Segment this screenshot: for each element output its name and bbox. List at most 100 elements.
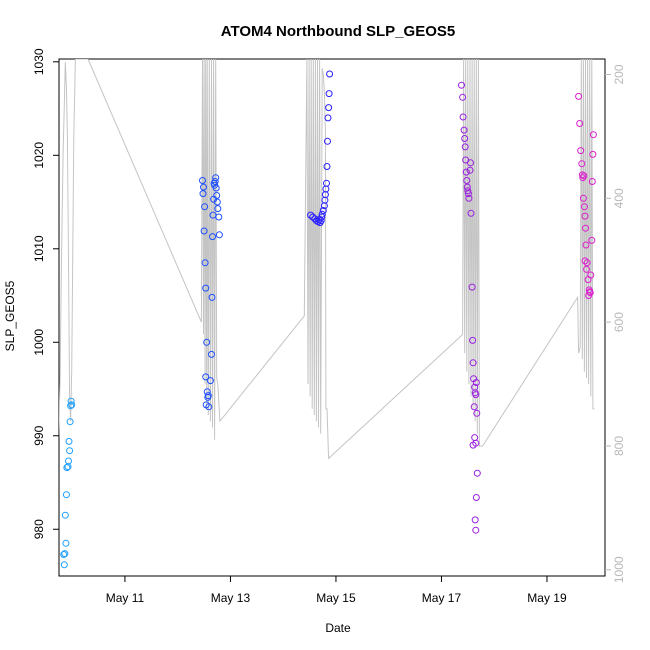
- data-point: [580, 172, 588, 180]
- data-point: [468, 283, 476, 291]
- y-tick-label: 980: [32, 519, 46, 539]
- y-axis-left: 980 990 1000 1010 1020 1030: [32, 48, 59, 539]
- data-point: [206, 377, 214, 385]
- data-point: [65, 437, 73, 445]
- data-point: [459, 113, 467, 121]
- data-point: [201, 259, 209, 267]
- y-axis-right: 200 400 600 800 1000: [605, 64, 626, 583]
- data-point: [214, 205, 222, 213]
- data-point: [586, 288, 594, 296]
- data-point: [199, 190, 207, 198]
- data-point: [317, 217, 325, 225]
- data-point: [575, 92, 583, 100]
- data-point: [321, 196, 329, 204]
- data-point: [580, 203, 588, 211]
- data-point: [577, 147, 585, 155]
- data-point: [469, 441, 477, 449]
- data-point: [463, 183, 471, 191]
- data-point: [62, 539, 70, 547]
- y-tick-label: 1000: [32, 329, 46, 356]
- series-1: [60, 397, 76, 569]
- data-point: [199, 177, 206, 184]
- right-tick-label: 800: [612, 436, 626, 456]
- data-point: [213, 192, 221, 199]
- data-point: [463, 177, 471, 184]
- chart-title: ATOM4 Northbound SLP_GEOS5: [221, 23, 455, 40]
- x-axis-label: Date: [325, 621, 351, 635]
- data-point: [200, 183, 207, 191]
- data-point: [203, 338, 211, 346]
- data-point: [209, 233, 216, 241]
- data-point: [309, 213, 317, 221]
- data-point: [66, 447, 74, 455]
- data-point: [583, 259, 591, 267]
- data-point: [581, 257, 589, 265]
- data-point: [473, 469, 481, 477]
- data-point: [60, 561, 68, 569]
- pressure-trace-line: [59, 59, 595, 460]
- data-point: [204, 393, 212, 401]
- data-point: [585, 292, 593, 299]
- data-point: [588, 236, 596, 244]
- data-point: [213, 198, 221, 206]
- data-point: [462, 168, 470, 176]
- data-point: [458, 81, 465, 89]
- data-point: [471, 516, 479, 524]
- data-point: [323, 179, 330, 187]
- right-tick-label: 600: [612, 312, 626, 332]
- data-point: [581, 212, 589, 220]
- data-point: [307, 211, 315, 219]
- data-point: [324, 114, 332, 122]
- data-point: [324, 137, 331, 145]
- data-point: [589, 150, 597, 158]
- pressure-trace-layer: [59, 59, 595, 460]
- x-tick-label: May 13: [211, 591, 251, 605]
- data-point: [467, 159, 474, 167]
- data-point: [472, 391, 480, 399]
- data-point: [61, 550, 69, 558]
- right-tick-label: 400: [612, 188, 626, 208]
- data-point: [588, 178, 596, 185]
- plot-frame: [58, 58, 606, 577]
- data-point: [66, 418, 74, 426]
- data-point: [466, 166, 474, 174]
- data-point: [62, 491, 70, 499]
- data-point: [582, 224, 589, 232]
- x-tick-label: May 11: [106, 591, 145, 605]
- data-point: [587, 271, 595, 279]
- right-tick-label: 1000: [612, 556, 626, 583]
- data-point: [472, 379, 480, 386]
- data-point: [202, 284, 210, 292]
- y-tick-label: 1010: [32, 235, 46, 262]
- data-point: [469, 336, 477, 344]
- data-point: [201, 203, 209, 211]
- data-point: [326, 70, 334, 78]
- series-3: [307, 70, 334, 227]
- data-point: [583, 265, 590, 273]
- data-point: [464, 187, 472, 195]
- x-tick-label: May 15: [316, 591, 356, 605]
- data-point: [459, 93, 467, 101]
- y-axis-label: SLP_GEOS5: [3, 280, 17, 351]
- data-point: [579, 194, 587, 202]
- data-point: [576, 120, 584, 127]
- points-layer: [60, 70, 597, 569]
- series-5: [575, 92, 597, 299]
- data-point: [202, 373, 210, 381]
- data-point: [582, 241, 590, 249]
- data-point: [460, 126, 468, 134]
- data-point: [589, 131, 597, 139]
- data-point: [578, 160, 586, 168]
- data-point: [579, 174, 587, 182]
- data-point: [470, 403, 478, 411]
- y-tick-label: 990: [32, 425, 46, 445]
- data-point: [208, 293, 216, 301]
- data-point: [323, 163, 331, 170]
- data-point: [318, 213, 326, 221]
- data-point: [61, 511, 69, 519]
- y-tick-label: 1020: [32, 142, 46, 169]
- data-point: [473, 409, 481, 417]
- data-point: [67, 397, 75, 405]
- data-point: [215, 231, 223, 239]
